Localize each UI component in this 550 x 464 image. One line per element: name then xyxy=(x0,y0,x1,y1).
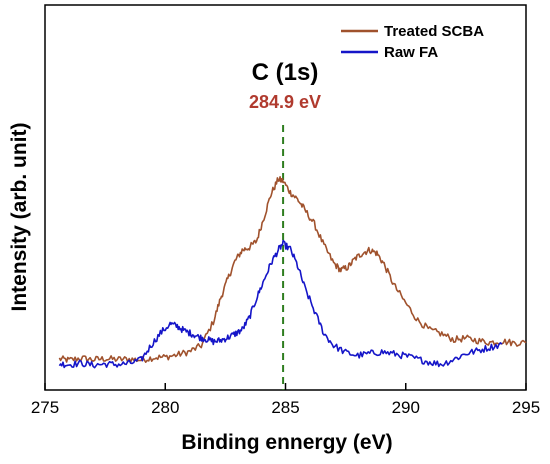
x-axis-ticks: 275 280 285 290 295 xyxy=(31,383,540,417)
series-layer xyxy=(58,176,527,369)
y-axis-title: Intensity (arb. unit) xyxy=(8,123,31,312)
peak-title: C (1s) xyxy=(252,59,319,86)
x-tick-label: 280 xyxy=(151,398,179,417)
legend-label-treated-scba: Treated SCBA xyxy=(384,23,484,40)
legend-label-raw-fa: Raw FA xyxy=(384,44,438,61)
series-line-treated-scba xyxy=(58,176,527,363)
x-tick-label: 285 xyxy=(271,398,299,417)
x-tick-label: 275 xyxy=(31,398,59,417)
peak-value-label: 284.9 eV xyxy=(249,92,321,112)
x-axis-title: Binding ennergy (eV) xyxy=(181,431,392,454)
series-line-raw-fa xyxy=(58,239,503,369)
x-tick-label: 295 xyxy=(512,398,540,417)
legend: Treated SCBA Raw FA xyxy=(341,23,484,61)
x-tick-label: 290 xyxy=(392,398,420,417)
